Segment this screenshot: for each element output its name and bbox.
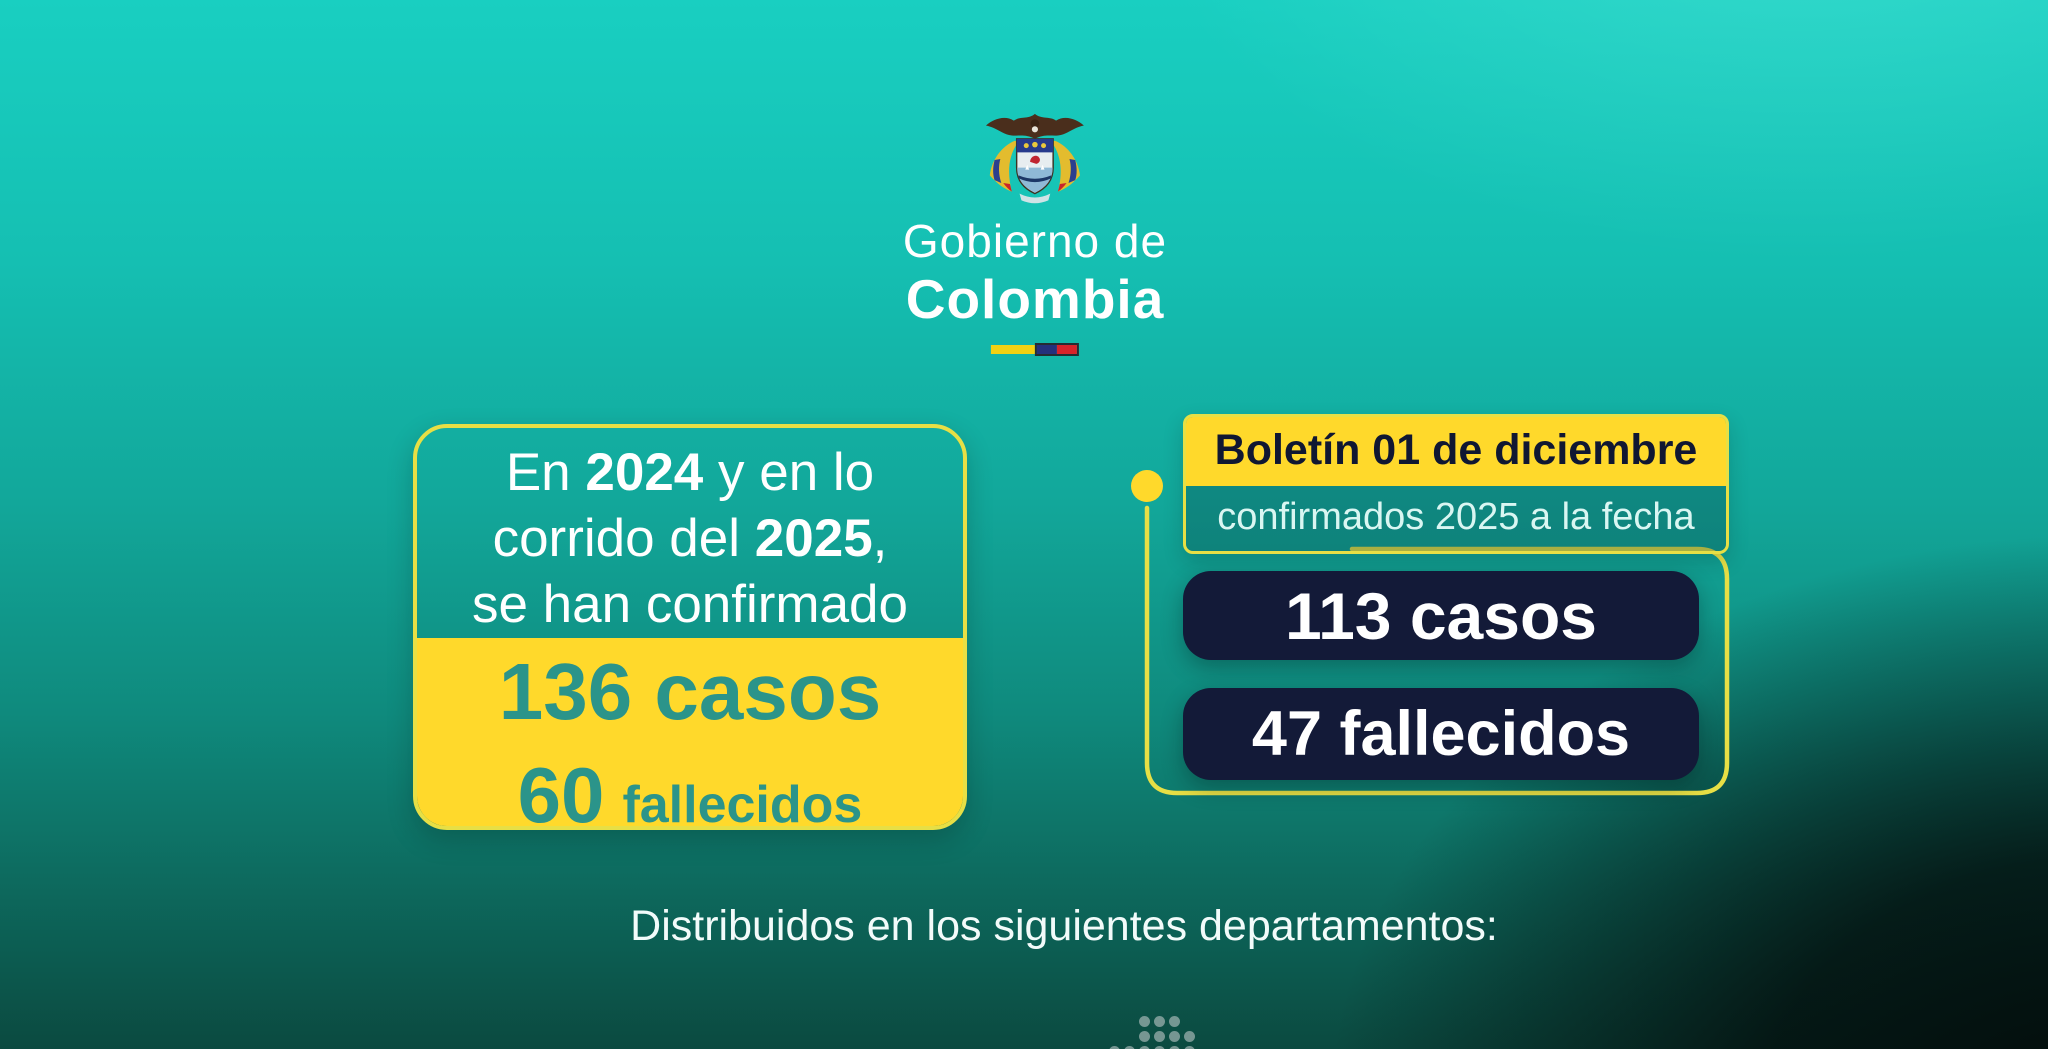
cumulative-stats-text: En 2024 y en lo corrido del 2025, se han… xyxy=(417,428,963,644)
connector-bracket xyxy=(1131,470,1730,796)
stats-text-line2: corrido del 2025, xyxy=(492,509,888,569)
cumulative-deaths-value: 60 fallecidos xyxy=(517,751,863,830)
dot xyxy=(1169,1046,1180,1049)
dot xyxy=(1139,1031,1150,1042)
dot xyxy=(1184,1046,1195,1049)
deaths-number: 60 xyxy=(517,751,605,830)
bulletin-header: Boletín 01 de diciembre confirmados 2025… xyxy=(1183,414,1729,554)
stats-text-line3: se han confirmado xyxy=(471,574,909,634)
logo-title-line2: Colombia xyxy=(905,267,1165,330)
cumulative-stats-card: En 2024 y en lo corrido del 2025, se han… xyxy=(413,424,967,830)
deaths-label: fallecidos xyxy=(622,776,863,830)
logo-title-line1: Gobierno de xyxy=(902,215,1168,267)
colombia-flag-bar xyxy=(991,343,1079,357)
cases-2025-pill: 113 casos xyxy=(1183,571,1699,660)
dot xyxy=(1139,1016,1150,1027)
flag-yellow-segment xyxy=(991,345,1035,355)
dot xyxy=(1169,1031,1180,1042)
dot xyxy=(1139,1046,1150,1049)
bulletin-title: Boletín 01 de diciembre xyxy=(1186,417,1726,486)
government-logo: Gobierno de Colombia xyxy=(902,112,1168,357)
flag-red-segment xyxy=(1057,345,1077,355)
bullet-circle-icon xyxy=(1131,470,1163,502)
dot xyxy=(1154,1031,1165,1042)
departments-caption: Distribuidos en los siguientes departame… xyxy=(630,902,1498,950)
dot xyxy=(1154,1046,1165,1049)
cumulative-stats-values: 136 casos 60 fallecidos xyxy=(417,638,963,826)
dot xyxy=(1154,1016,1165,1027)
dot xyxy=(1109,1046,1120,1049)
flag-blue-segment xyxy=(1037,345,1057,355)
cumulative-cases-value: 136 casos xyxy=(498,647,882,736)
deaths-2025-pill: 47 fallecidos xyxy=(1183,688,1699,780)
colombia-coat-of-arms-icon xyxy=(986,113,1084,204)
dot xyxy=(1184,1031,1195,1042)
stats-text-line1: En 2024 y en lo xyxy=(505,443,875,503)
bulletin-subtitle: confirmados 2025 a la fecha xyxy=(1186,486,1726,551)
dot xyxy=(1124,1046,1135,1049)
flag-dark-segments xyxy=(1035,343,1079,357)
dot xyxy=(1169,1016,1180,1027)
